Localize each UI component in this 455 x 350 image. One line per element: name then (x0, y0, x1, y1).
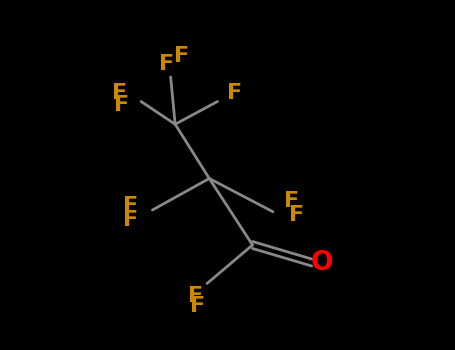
Text: F: F (190, 296, 206, 316)
Text: F: F (111, 83, 127, 103)
Text: F: F (123, 196, 138, 217)
Text: F: F (158, 54, 174, 74)
Text: F: F (174, 46, 190, 66)
Text: F: F (283, 191, 299, 211)
Text: F: F (114, 95, 129, 115)
Text: F: F (227, 83, 243, 103)
Text: F: F (289, 205, 304, 225)
Text: F: F (188, 286, 203, 306)
Text: O: O (310, 250, 333, 275)
Text: F: F (123, 210, 138, 230)
